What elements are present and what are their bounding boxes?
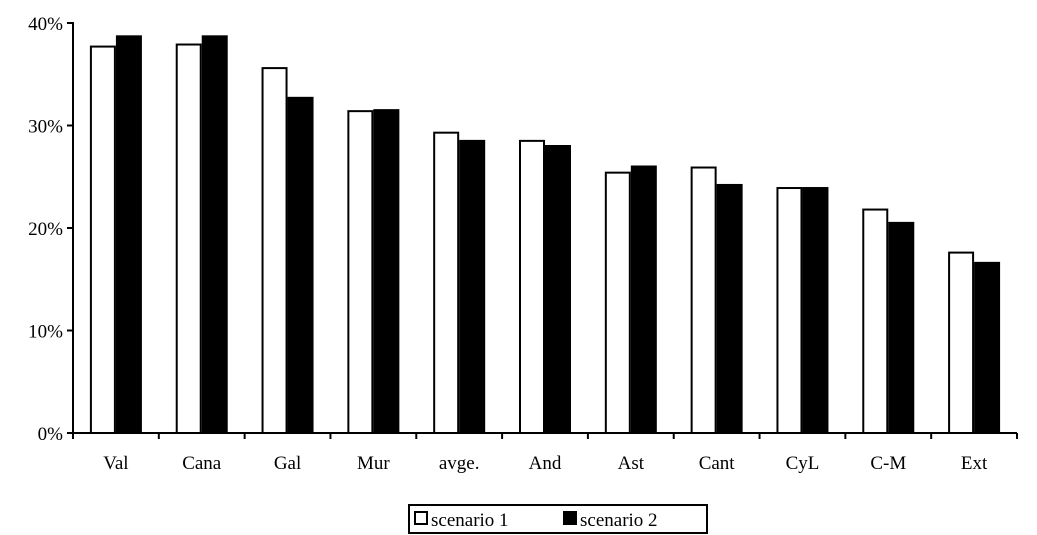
legend: scenario 1 scenario 2 (408, 504, 708, 534)
y-tick-label: 40% (28, 14, 63, 35)
bar-scenario-1 (862, 208, 889, 434)
bar-scenario-2 (545, 145, 571, 434)
y-axis-ticks: 0% 10% 20% 30% 40% (28, 14, 73, 445)
bar-scenario-2 (888, 221, 915, 434)
bar-scenario-2 (201, 35, 228, 434)
legend-swatch (414, 511, 428, 525)
x-axis-ticks (72, 433, 1018, 439)
x-tick-label: Ast (618, 453, 645, 474)
legend-box (408, 504, 708, 534)
plot-area: 0% 10% 20% 30% 40% Val Cana Gal Mur avge. And Ast C… (28, 14, 1018, 474)
bar-scenario-1 (347, 110, 374, 435)
x-tick-label: Val (103, 453, 128, 474)
legend-label: scenario 2 (580, 510, 658, 531)
bar-scenario-1 (519, 139, 545, 434)
legend-label: scenario 1 (431, 510, 509, 531)
x-tick-label: Mur (357, 453, 390, 474)
bar-scenario-2 (287, 96, 314, 434)
bar-scenario-1 (776, 187, 803, 434)
bar-scenario-2 (802, 187, 829, 434)
bar-scenario-1 (604, 171, 631, 434)
bars (89, 35, 1001, 435)
y-tick-label: 10% (28, 322, 63, 343)
bar-scenario-2 (373, 109, 400, 434)
x-tick-label: C-M (870, 453, 906, 474)
bar-scenario-2 (630, 165, 657, 434)
x-tick-label: Ext (961, 453, 988, 474)
bar-scenario-1 (433, 131, 460, 435)
x-axis-labels: Val Cana Gal Mur avge. And Ast Cant CyL C-M Ext (103, 453, 988, 474)
bar-scenario-1 (948, 251, 975, 434)
bar-scenario-2 (115, 35, 142, 434)
bar-scenario-2 (974, 261, 1001, 434)
bar-scenario-2 (459, 139, 486, 434)
y-tick-label: 30% (28, 117, 63, 138)
y-tick-label: 0% (38, 424, 64, 445)
x-tick-label: And (529, 453, 562, 474)
bar-scenario-2 (716, 183, 743, 434)
x-tick-label: Cana (182, 453, 222, 474)
x-tick-label: avge. (439, 453, 480, 474)
bar-scenario-1 (175, 43, 202, 435)
x-tick-label: Gal (274, 453, 301, 474)
x-tick-label: CyL (786, 453, 820, 474)
bar-scenario-1 (261, 67, 288, 434)
bar-scenario-1 (89, 45, 116, 434)
legend-swatch (563, 511, 577, 525)
y-tick-label: 20% (28, 219, 63, 240)
bar-scenario-1 (690, 166, 717, 434)
x-tick-label: Cant (699, 453, 736, 474)
